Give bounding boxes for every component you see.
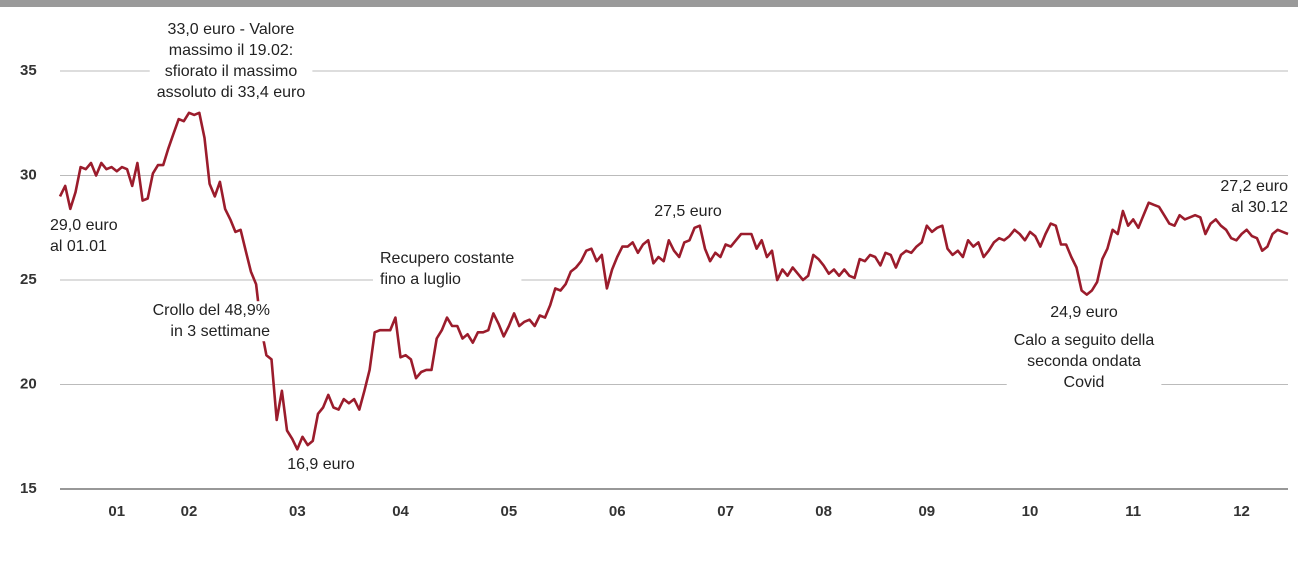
x-tick-label: 12 xyxy=(1233,503,1250,520)
x-tick-label: 11 xyxy=(1125,503,1141,520)
annotations: 33,0 euro - Valore massimo il 19.02: sfior… xyxy=(43,20,1296,475)
grid xyxy=(60,70,1288,490)
annotation-bg xyxy=(43,216,125,257)
x-tick-label: 05 xyxy=(501,503,518,520)
annotation-text: Covid xyxy=(1064,374,1105,391)
annotation-text: Recupero costante xyxy=(380,250,514,267)
annotation: 27,5 euro xyxy=(647,202,729,222)
annotation-bg xyxy=(149,20,313,103)
annotation-text: in 3 settimane xyxy=(170,323,270,340)
annotation-text: al 01.01 xyxy=(50,238,107,255)
annotation-bg xyxy=(1043,303,1125,323)
annotation-bg xyxy=(647,202,729,222)
annotation-text: sfiorato il massimo xyxy=(165,63,298,80)
x-tick-label: 04 xyxy=(392,503,409,520)
x-tick-label: 02 xyxy=(181,503,198,520)
annotation-text: 29,0 euro xyxy=(50,217,118,234)
x-tick-label: 09 xyxy=(918,503,935,520)
annotation-bg xyxy=(280,455,362,475)
annotation: Calo a seguito della seconda ondata Covid xyxy=(1006,331,1162,393)
y-tick-label: 15 xyxy=(20,480,37,497)
annotation: 33,0 euro - Valore massimo il 19.02: sfior… xyxy=(149,20,313,103)
annotation-bg xyxy=(1006,331,1162,393)
annotation-text: Crollo del 48,9% xyxy=(153,302,270,319)
annotation: 27,2 euro al 30.12 xyxy=(1213,177,1296,218)
annotation-text: fino a luglio xyxy=(380,271,461,288)
annotation-text: 24,9 euro xyxy=(1050,304,1118,321)
annotation: 29,0 euro al 01.01 xyxy=(43,216,125,257)
annotation: 16,9 euro xyxy=(280,455,362,475)
annotation-text: 16,9 euro xyxy=(287,456,355,473)
x-tick-label: 06 xyxy=(609,503,626,520)
y-tick-label: 20 xyxy=(20,375,37,392)
annotation-text: Calo a seguito della xyxy=(1014,332,1155,349)
annotation-text: massimo il 19.02: xyxy=(169,42,294,59)
x-tick-label: 01 xyxy=(108,503,125,520)
price-line xyxy=(58,111,1289,451)
annotation: Crollo del 48,9% in 3 settimane xyxy=(145,301,278,342)
annotation-text: 27,2 euro xyxy=(1220,178,1288,195)
y-tick-label: 35 xyxy=(20,62,37,79)
top-bar xyxy=(0,0,1298,7)
annotation-bg xyxy=(145,301,278,342)
x-tick-label: 03 xyxy=(289,503,306,520)
x-tick-label: 08 xyxy=(815,503,832,520)
annotation-text: 27,5 euro xyxy=(654,203,722,220)
annotation: 24,9 euro xyxy=(1043,303,1125,323)
annotation-bg xyxy=(373,249,522,290)
x-tick-label: 10 xyxy=(1022,503,1039,520)
y-tick-label: 25 xyxy=(20,271,37,288)
annotation-text: seconda ondata xyxy=(1027,353,1141,370)
annotation-text: 33,0 euro - Valore xyxy=(168,21,295,38)
y-tick-label: 30 xyxy=(20,166,37,183)
annotation-text: al 30.12 xyxy=(1231,199,1288,216)
annotation: Recupero costante fino a luglio xyxy=(373,249,522,290)
x-tick-label: 07 xyxy=(717,503,734,520)
annotation-bg xyxy=(1213,177,1296,218)
annotation-text: assoluto di 33,4 euro xyxy=(157,84,306,101)
